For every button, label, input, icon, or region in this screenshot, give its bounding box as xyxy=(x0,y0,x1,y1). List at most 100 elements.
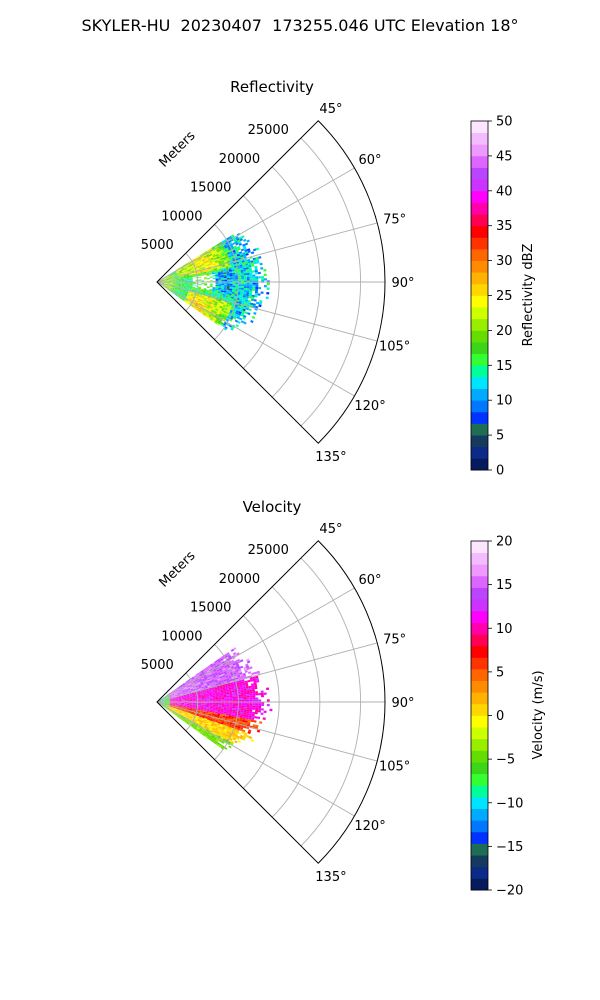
echo-bin xyxy=(224,735,228,739)
echo-bin xyxy=(256,301,260,305)
echo-bin xyxy=(249,666,253,670)
echo-bin xyxy=(189,703,193,705)
azimuth-spoke xyxy=(156,587,355,703)
echo-bin xyxy=(255,282,259,285)
echo-bin xyxy=(177,686,180,689)
echo-bin xyxy=(222,266,226,269)
echo-bin xyxy=(220,708,224,711)
echo-bin xyxy=(220,680,224,683)
echo-bin xyxy=(247,671,252,674)
echo-bin xyxy=(228,675,232,679)
echo-bin xyxy=(203,274,207,276)
echo-bin xyxy=(206,683,210,686)
echo-bin xyxy=(161,698,164,701)
echo-bin xyxy=(181,293,185,296)
echo-bin xyxy=(232,693,236,696)
echo-bin xyxy=(254,270,258,273)
echo-bin xyxy=(217,679,221,682)
echo-bin xyxy=(255,705,259,708)
echo-bin xyxy=(197,290,201,292)
echo-bin xyxy=(215,319,219,323)
echo-bin xyxy=(236,685,240,689)
echo-bin xyxy=(169,703,173,705)
echo-bin xyxy=(232,700,236,702)
echo-bin xyxy=(225,713,229,716)
echo-bin xyxy=(208,314,212,317)
echo-bin xyxy=(187,280,190,282)
echo-bin xyxy=(224,698,227,701)
echo-bin xyxy=(189,279,193,281)
echo-bin xyxy=(209,681,213,684)
echo-bin xyxy=(203,675,207,678)
echo-bin xyxy=(223,710,227,712)
echo-bin xyxy=(174,289,177,291)
echo-bin xyxy=(191,304,195,307)
echo-bin xyxy=(246,303,250,307)
echo-bin xyxy=(216,731,220,735)
echo-bin xyxy=(214,294,217,297)
echo-bin xyxy=(212,255,216,258)
echo-bin xyxy=(188,271,192,273)
echo-bin xyxy=(203,707,207,710)
echo-bin xyxy=(175,690,179,692)
echo-bin xyxy=(249,288,253,291)
echo-bin xyxy=(210,717,214,720)
echo-bin xyxy=(196,293,200,296)
echo-bin xyxy=(231,714,235,717)
echo-bin xyxy=(222,724,226,728)
echo-bin xyxy=(175,704,179,706)
echo-bin xyxy=(230,239,234,242)
echo-bin xyxy=(166,699,170,701)
echo-bin xyxy=(227,653,231,657)
echo-bin xyxy=(204,671,208,674)
echo-bin xyxy=(235,723,239,727)
echo-bin xyxy=(185,712,188,714)
echo-bin xyxy=(198,671,201,675)
echo-bin xyxy=(198,724,201,727)
echo-bin xyxy=(164,703,167,704)
echo-bin xyxy=(217,689,221,692)
echo-bin xyxy=(178,703,182,705)
echo-bin xyxy=(233,262,237,265)
echo-bin xyxy=(176,691,180,693)
echo-bin xyxy=(177,288,181,291)
echo-bin xyxy=(181,713,185,716)
echo-bin xyxy=(161,703,164,706)
echo-bin xyxy=(201,717,205,720)
echo-bin xyxy=(203,711,206,714)
echo-bin xyxy=(229,284,233,286)
echo-bin xyxy=(238,708,241,711)
echo-bin xyxy=(237,713,241,716)
echo-bin xyxy=(201,696,204,699)
echo-bin xyxy=(204,277,207,279)
echo-bin xyxy=(218,695,222,697)
echo-bin xyxy=(197,710,201,712)
echo-bin xyxy=(191,724,195,727)
echo-bin xyxy=(189,709,192,711)
echo-bin xyxy=(248,308,252,312)
echo-bin xyxy=(188,270,192,272)
echo-bin xyxy=(179,271,183,274)
echo-bin xyxy=(192,703,196,705)
echo-bin xyxy=(183,300,187,303)
echo-bin xyxy=(249,689,253,692)
echo-bin xyxy=(172,284,176,286)
echo-bin xyxy=(228,745,232,749)
echo-bin xyxy=(169,283,173,285)
echo-bin xyxy=(181,706,184,707)
echo-bin xyxy=(200,310,204,314)
echo-bin xyxy=(203,720,207,723)
echo-bin xyxy=(226,691,230,693)
colorbar-segment xyxy=(471,610,488,623)
echo-bin xyxy=(225,305,229,308)
echo-bin xyxy=(163,697,167,700)
echo-bin xyxy=(218,697,222,700)
echo-bin xyxy=(238,243,243,246)
echo-bin xyxy=(170,710,173,713)
echo-bin xyxy=(201,698,205,700)
echo-bin xyxy=(200,720,204,723)
echo-bin xyxy=(243,247,247,251)
echo-bin xyxy=(207,266,211,269)
echo-bin xyxy=(206,261,210,264)
